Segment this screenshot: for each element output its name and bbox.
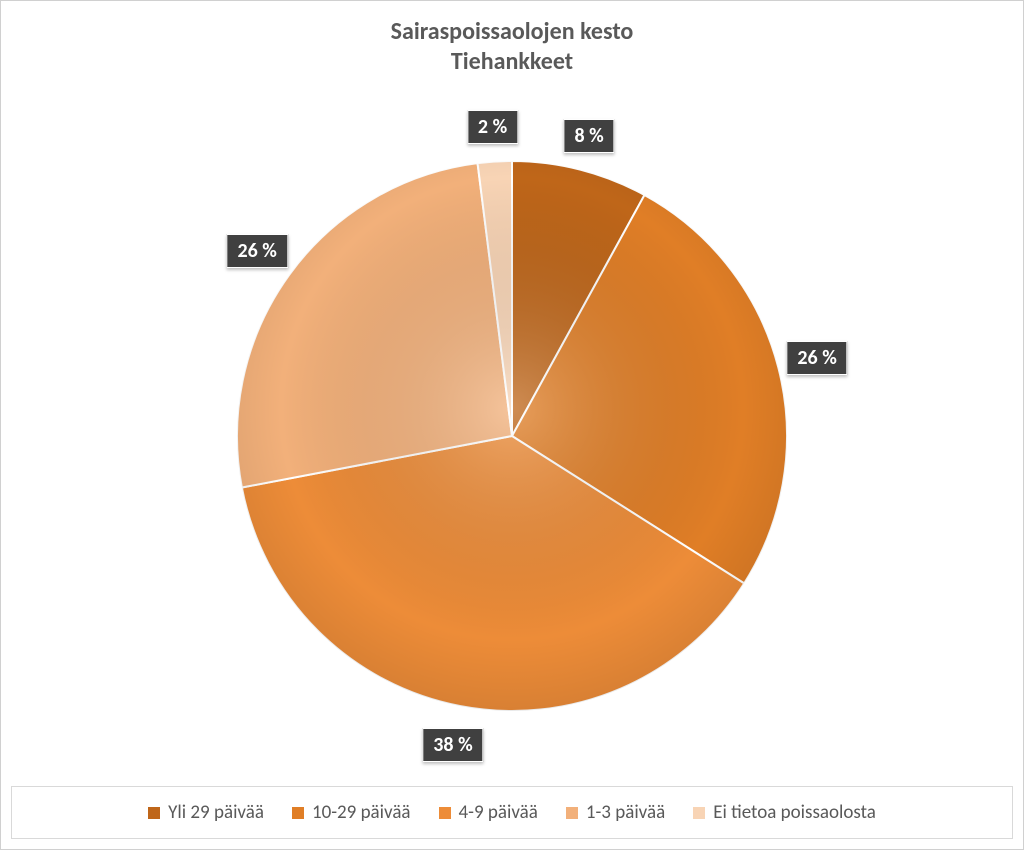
data-label: 2 % xyxy=(467,110,518,144)
legend-item: Ei tietoa poissaolosta xyxy=(693,801,876,824)
pie-area: 8 %26 %38 %26 %2 % xyxy=(1,116,1023,756)
data-label: 26 % xyxy=(786,341,847,375)
legend-item: Yli 29 päivää xyxy=(148,801,264,824)
chart-title-line2: Tiehankkeet xyxy=(1,47,1023,77)
pie-wrap: 8 %26 %38 %26 %2 % xyxy=(232,156,792,716)
chart-title: Sairaspoissaolojen kesto Tiehankkeet xyxy=(1,17,1023,77)
pie-slice xyxy=(237,163,512,487)
legend-item: 1-3 päivää xyxy=(566,801,665,824)
legend-swatch xyxy=(439,807,451,819)
legend-item: 10-29 päivää xyxy=(292,801,411,824)
legend: Yli 29 päivää 10-29 päivää 4-9 päivää 1-3 p… xyxy=(11,786,1013,839)
legend-label: 10-29 päivää xyxy=(312,801,411,824)
pie-chart xyxy=(232,156,792,716)
data-label: 26 % xyxy=(226,234,287,268)
legend-label: 4-9 päivää xyxy=(459,801,538,824)
chart-container: Sairaspoissaolojen kesto Tiehankkeet 8 %… xyxy=(0,0,1024,850)
legend-swatch xyxy=(693,807,705,819)
legend-swatch xyxy=(566,807,578,819)
legend-label: Ei tietoa poissaolosta xyxy=(713,801,876,824)
data-label: 38 % xyxy=(422,728,483,762)
data-label: 8 % xyxy=(563,119,614,153)
legend-label: Yli 29 päivää xyxy=(168,801,264,824)
legend-swatch xyxy=(148,807,160,819)
legend-label: 1-3 päivää xyxy=(586,801,665,824)
legend-item: 4-9 päivää xyxy=(439,801,538,824)
legend-swatch xyxy=(292,807,304,819)
chart-title-line1: Sairaspoissaolojen kesto xyxy=(1,17,1023,47)
